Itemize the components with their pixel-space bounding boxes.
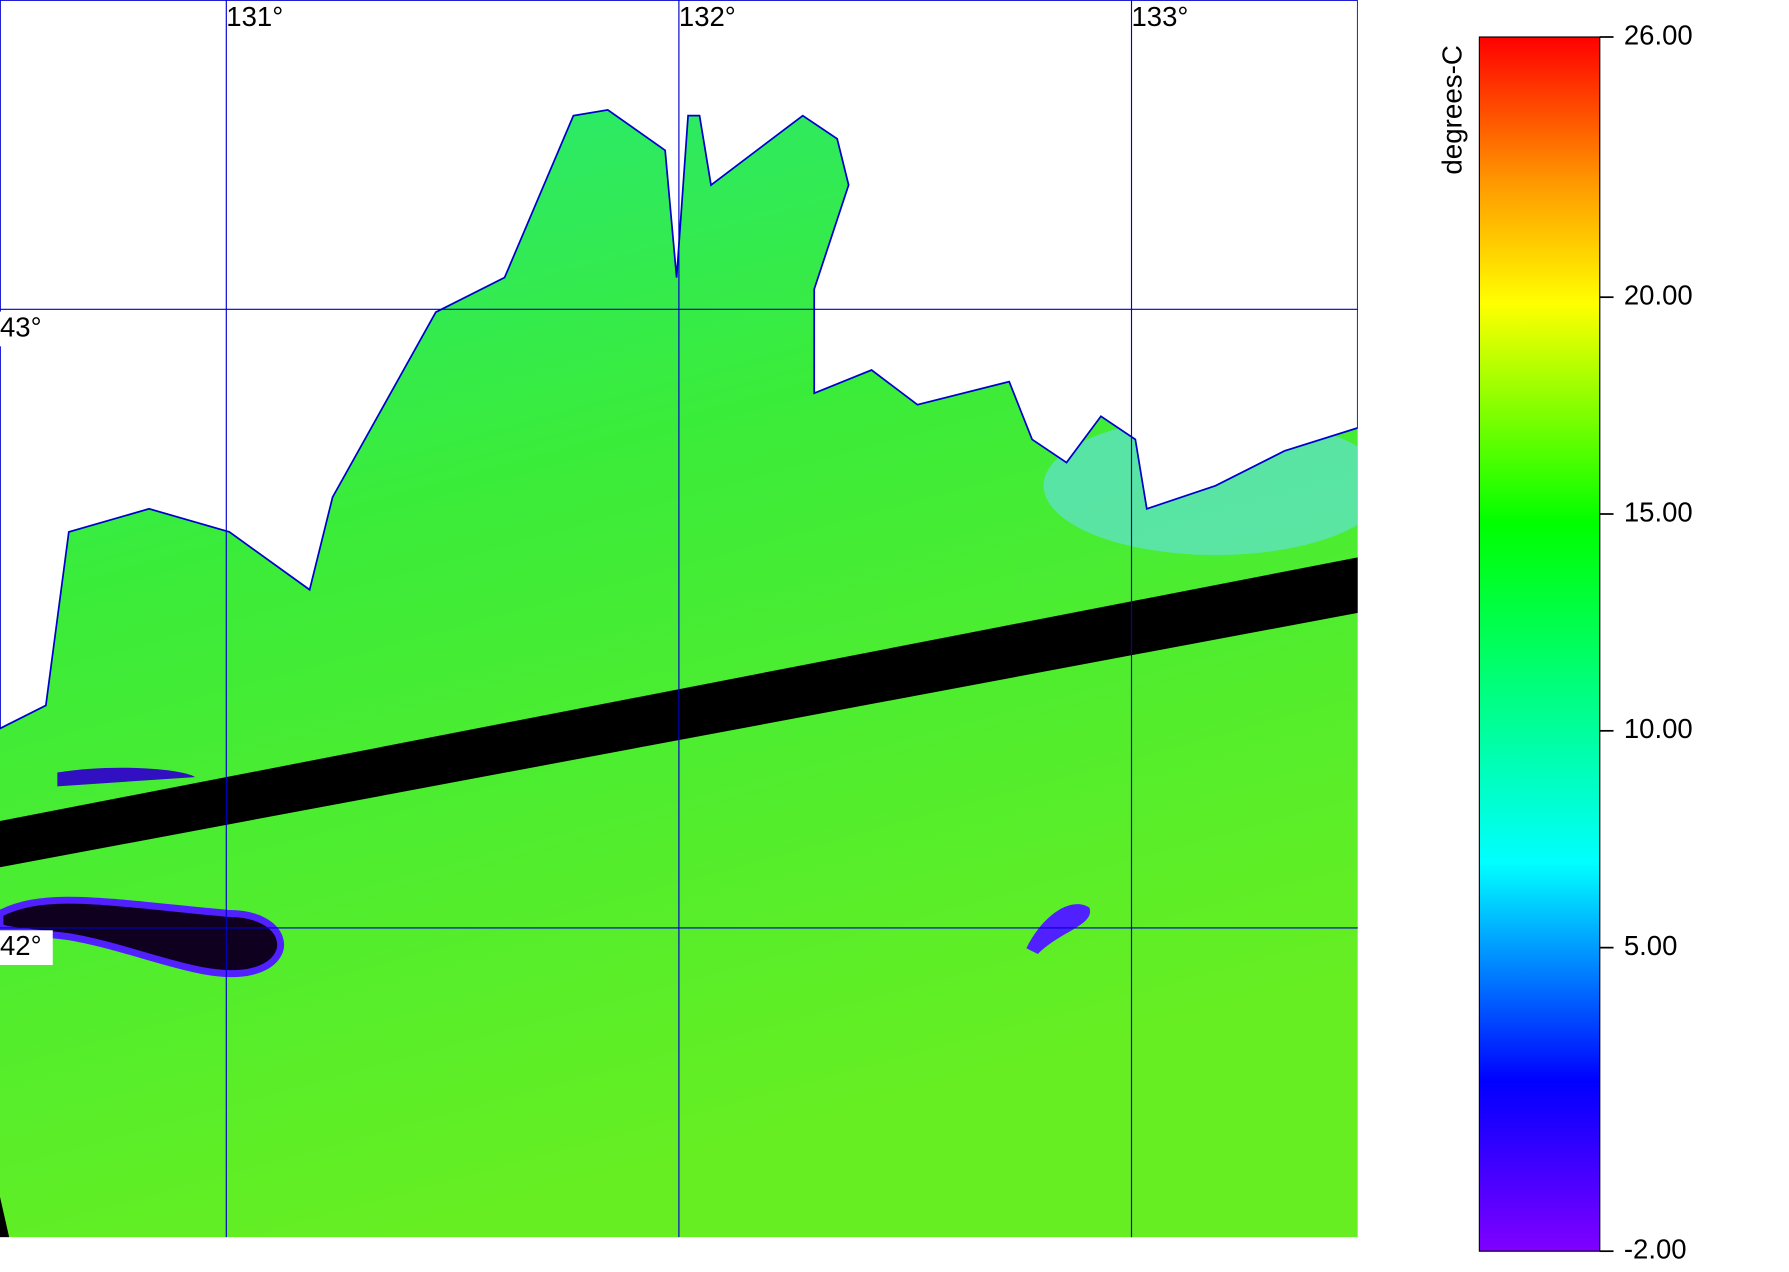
- lat-label-bg: [0, 311, 53, 347]
- colorbar-label: degrees-C: [1437, 45, 1468, 175]
- lon-label: 131°: [226, 1, 283, 32]
- graticule-labels: 131° 132° 133° 43° 42°: [0, 1, 1188, 965]
- lat-label: 42°: [0, 930, 42, 961]
- colorbar-ticks: 26.00 20.00 15.00 10.00 5.00 -2.00: [1599, 19, 1693, 1265]
- colorbar-tick-label: 5.00: [1624, 930, 1678, 961]
- colorbar-tick-label: 20.00: [1624, 279, 1693, 310]
- lon-label: 132°: [679, 1, 736, 32]
- lat-label: 43°: [0, 311, 42, 342]
- colorbar-tick-label: 15.00: [1624, 496, 1693, 527]
- land: [0, 0, 1358, 730]
- lat-label-bg: [0, 930, 53, 965]
- map-area: [0, 0, 1358, 1238]
- lon-label: 133°: [1132, 1, 1189, 32]
- graticule: [0, 0, 1358, 1238]
- cold-patch: [57, 767, 195, 787]
- cold-patch: [1026, 904, 1091, 954]
- colorbar-tick-label: 10.00: [1624, 713, 1693, 744]
- colorbar: [1478, 36, 1601, 1252]
- cold-patch: [0, 896, 284, 978]
- colorbar-tick-label: 26.00: [1624, 19, 1693, 50]
- colorbar-tick-label: -2.00: [1624, 1233, 1687, 1264]
